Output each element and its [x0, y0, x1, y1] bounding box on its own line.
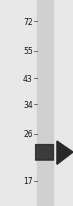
Text: 72: 72 — [23, 18, 33, 27]
Text: 17: 17 — [23, 176, 33, 185]
FancyBboxPatch shape — [36, 145, 53, 160]
Text: 26: 26 — [23, 130, 33, 138]
Text: 55: 55 — [23, 47, 33, 56]
Bar — [36, 0, 53, 206]
Text: 34: 34 — [23, 100, 33, 109]
Polygon shape — [57, 141, 73, 165]
Text: 43: 43 — [23, 74, 33, 83]
